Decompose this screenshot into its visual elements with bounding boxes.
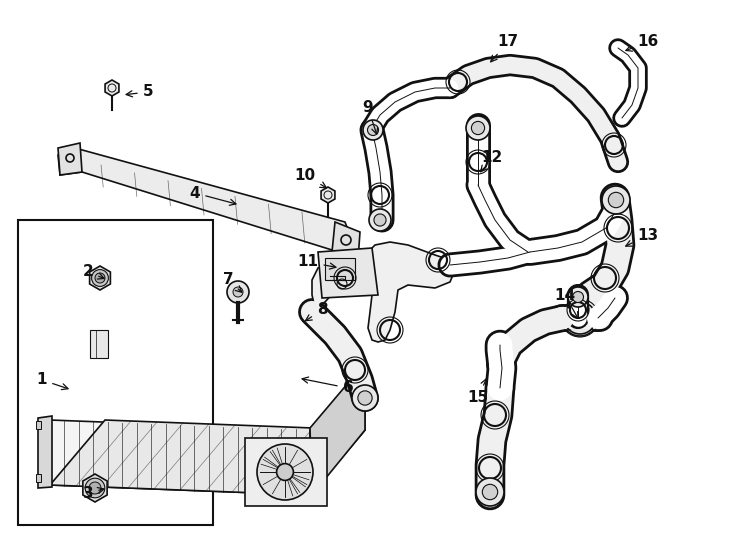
Circle shape: [277, 464, 294, 481]
Text: 6: 6: [302, 377, 353, 395]
Circle shape: [89, 482, 101, 494]
Bar: [325, 258, 355, 280]
Circle shape: [95, 273, 105, 283]
Text: 8: 8: [305, 302, 327, 321]
Polygon shape: [310, 363, 365, 495]
Circle shape: [369, 209, 391, 231]
Text: 17: 17: [491, 35, 518, 62]
Text: 9: 9: [363, 100, 378, 134]
Text: 14: 14: [554, 287, 578, 319]
Circle shape: [363, 120, 383, 140]
Circle shape: [92, 269, 109, 286]
Bar: [90, 330, 108, 358]
Text: 7: 7: [222, 273, 242, 292]
Bar: [36, 421, 41, 429]
Polygon shape: [310, 365, 365, 495]
Bar: [18, 220, 213, 525]
Text: 16: 16: [626, 35, 658, 51]
Text: 4: 4: [189, 186, 236, 205]
Polygon shape: [105, 80, 119, 96]
Polygon shape: [58, 148, 352, 255]
Circle shape: [368, 125, 379, 136]
Circle shape: [602, 186, 630, 214]
Polygon shape: [332, 222, 360, 260]
Circle shape: [562, 300, 598, 336]
Polygon shape: [90, 266, 110, 290]
Circle shape: [227, 281, 249, 303]
Polygon shape: [83, 474, 107, 502]
Polygon shape: [50, 420, 310, 495]
Polygon shape: [58, 143, 82, 175]
Circle shape: [476, 478, 504, 506]
Circle shape: [482, 484, 498, 500]
Polygon shape: [318, 248, 378, 298]
Text: 10: 10: [294, 167, 327, 188]
Text: 13: 13: [625, 227, 658, 246]
Circle shape: [358, 391, 372, 405]
Circle shape: [573, 292, 584, 302]
Circle shape: [568, 287, 588, 307]
Polygon shape: [50, 420, 365, 495]
Circle shape: [257, 444, 313, 500]
Circle shape: [233, 287, 243, 297]
Polygon shape: [38, 416, 52, 488]
Text: 12: 12: [481, 151, 503, 172]
Circle shape: [466, 116, 490, 140]
Polygon shape: [312, 242, 455, 342]
Text: 3: 3: [83, 485, 104, 501]
Circle shape: [471, 122, 484, 134]
Text: 11: 11: [297, 254, 336, 269]
Text: 5: 5: [126, 84, 153, 99]
Text: 2: 2: [83, 265, 104, 280]
Text: 1: 1: [37, 373, 68, 390]
Bar: [245, 438, 327, 506]
Circle shape: [85, 478, 105, 498]
Text: 15: 15: [468, 379, 489, 406]
Polygon shape: [321, 187, 335, 203]
Circle shape: [608, 192, 624, 208]
Circle shape: [374, 214, 386, 226]
Circle shape: [352, 385, 378, 411]
Bar: [36, 474, 41, 482]
